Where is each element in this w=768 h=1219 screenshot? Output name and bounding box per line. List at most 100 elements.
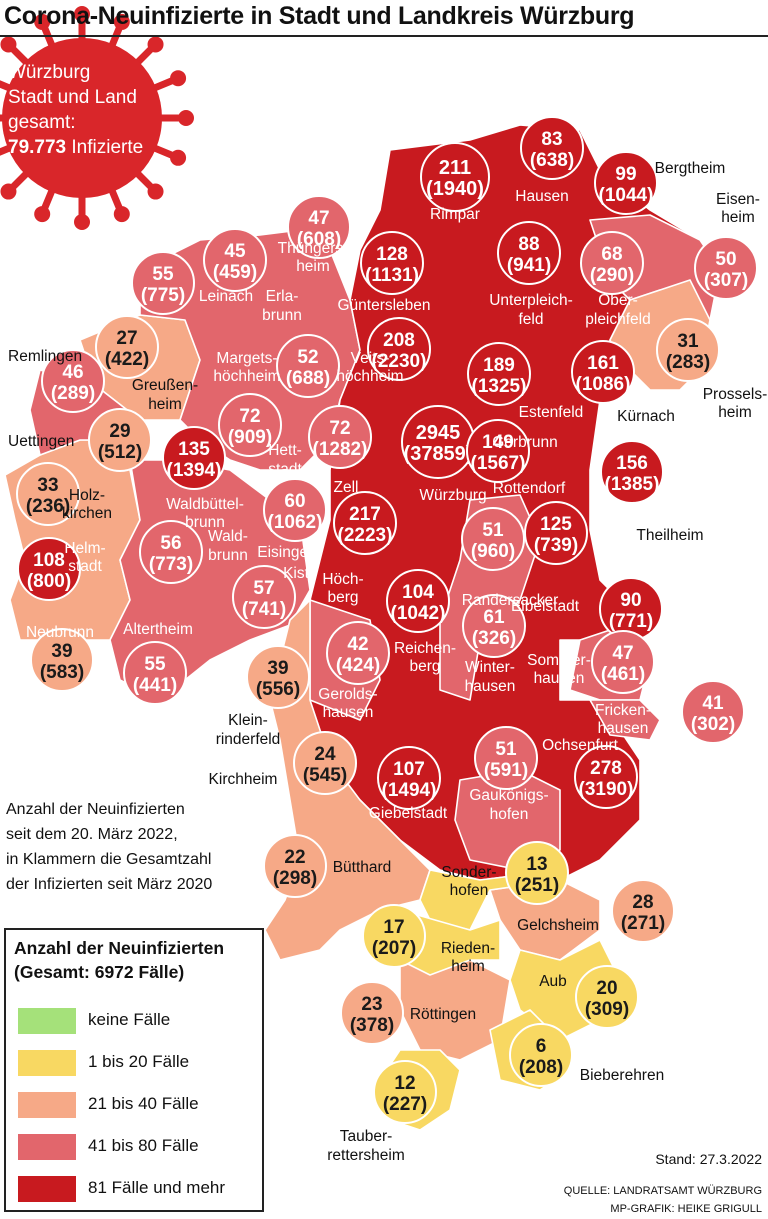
bubble-circle bbox=[246, 645, 310, 709]
place-label: Erla- bbox=[266, 288, 299, 305]
bubble-total-cases: (289) bbox=[51, 383, 95, 404]
bubble-new-cases: 50 bbox=[715, 249, 736, 270]
bubble-total-cases: (1567) bbox=[471, 453, 526, 474]
case-bubble: 161(1086) bbox=[571, 340, 635, 404]
case-bubble: 2945(37859) bbox=[401, 405, 475, 479]
place-label: stadt bbox=[268, 461, 302, 478]
place-label: heim bbox=[296, 258, 330, 275]
bubble-new-cases: 45 bbox=[224, 241, 246, 262]
case-bubble: 6(208) bbox=[509, 1023, 573, 1087]
case-bubble: 156(1385) bbox=[600, 440, 664, 504]
place-label: berg bbox=[409, 658, 440, 675]
bubble-new-cases: 189 bbox=[483, 355, 515, 376]
bubble-circle bbox=[95, 315, 159, 379]
place-label: Waldbüttel- bbox=[166, 496, 244, 513]
legend-item-none: keine Fälle bbox=[18, 1008, 258, 1036]
bubble-circle bbox=[497, 221, 561, 285]
case-bubble: 39(583) bbox=[30, 628, 94, 692]
place-label: Wald- bbox=[208, 528, 248, 545]
bubble-new-cases: 55 bbox=[152, 264, 174, 285]
virus-knob bbox=[34, 13, 51, 30]
virus-knob bbox=[113, 206, 130, 223]
bubble-new-cases: 31 bbox=[677, 331, 699, 352]
legend-label: keine Fälle bbox=[88, 1010, 171, 1029]
place-label: Röttingen bbox=[410, 1006, 476, 1023]
bubble-new-cases: 57 bbox=[253, 578, 274, 599]
bubble-circle bbox=[461, 507, 525, 571]
bubble-circle bbox=[326, 621, 390, 685]
bubble-circle bbox=[656, 318, 720, 382]
case-bubble: 13(251) bbox=[505, 841, 569, 905]
bubble-new-cases: 104 bbox=[402, 582, 434, 603]
place-label: Zell bbox=[334, 479, 359, 496]
credits: QUELLE: LANDRATSAMT WÜRZBURG MP-GRAFIK: … bbox=[564, 1182, 762, 1218]
bubble-new-cases: 39 bbox=[51, 641, 72, 662]
case-bubble: 128(1131) bbox=[360, 231, 424, 295]
case-bubble: 12(227) bbox=[373, 1060, 437, 1124]
bubble-new-cases: 108 bbox=[33, 550, 65, 571]
case-bubble: 72(1282) bbox=[308, 405, 372, 469]
bubble-circle bbox=[681, 680, 745, 744]
bubble-circle bbox=[505, 841, 569, 905]
bubble-total-cases: (512) bbox=[98, 442, 142, 463]
bubble-total-cases: (2230) bbox=[372, 351, 427, 372]
bubble-total-cases: (378) bbox=[350, 1015, 394, 1036]
bubble-total-cases: (1325) bbox=[472, 376, 527, 397]
place-label: Tauber- bbox=[340, 1128, 393, 1145]
bubble-circle bbox=[462, 594, 526, 658]
total-number: 79.773 bbox=[8, 137, 67, 158]
legend-label: 1 bis 20 Fälle bbox=[88, 1052, 190, 1071]
bubble-total-cases: (1282) bbox=[313, 439, 368, 460]
bubble-circle bbox=[377, 746, 441, 810]
legend-title: Anzahl der Neuinfizierten (Gesamt: 6972 … bbox=[14, 936, 224, 984]
bubble-new-cases: 88 bbox=[518, 234, 539, 255]
bubble-circle bbox=[203, 228, 267, 292]
case-bubble: 149(1567) bbox=[466, 419, 530, 483]
case-bubble: 22(298) bbox=[263, 834, 327, 898]
case-bubble: 72(909) bbox=[218, 393, 282, 457]
place-label: Remlingen bbox=[8, 348, 82, 365]
bubble-circle bbox=[41, 349, 105, 413]
virus-body bbox=[2, 38, 162, 198]
bubble-total-cases: (236) bbox=[26, 496, 70, 517]
legend-swatch bbox=[18, 1176, 76, 1202]
bubble-new-cases: 20 bbox=[596, 978, 617, 999]
total-line-2: Stadt und Land bbox=[8, 87, 137, 108]
place-label: Eisingen bbox=[257, 544, 316, 561]
bubble-layer: 211(1940)83(638)99(1044)47(608)45(459)12… bbox=[16, 116, 758, 1124]
bubble-total-cases: (1940) bbox=[426, 178, 484, 200]
bubble-new-cases: 28 bbox=[632, 892, 653, 913]
bubble-new-cases: 55 bbox=[144, 654, 166, 675]
place-label: Thüngers- bbox=[278, 240, 349, 257]
case-bubble: 278(3190) bbox=[574, 745, 638, 809]
place-label: Rimpar bbox=[430, 206, 480, 223]
bubble-new-cases: 60 bbox=[284, 491, 305, 512]
explanation-note: Anzahl der Neuinfizierten seit dem 20. M… bbox=[6, 797, 212, 897]
bubble-total-cases: (251) bbox=[515, 875, 559, 896]
place-label: Winter- bbox=[465, 659, 515, 676]
bubble-circle bbox=[373, 1060, 437, 1124]
bubble-circle bbox=[276, 334, 340, 398]
place-label: Theilheim bbox=[636, 527, 703, 544]
place-label: Fricken- bbox=[595, 702, 651, 719]
bubble-total-cases: (1086) bbox=[576, 374, 631, 395]
case-bubble: 20(309) bbox=[575, 965, 639, 1029]
bubble-total-cases: (739) bbox=[534, 535, 578, 556]
place-label: hofen bbox=[450, 882, 489, 899]
total-suffix: Infizierte bbox=[71, 137, 144, 158]
place-label: brunn bbox=[185, 514, 225, 531]
case-bubble: 17(207) bbox=[362, 904, 426, 968]
source-credit: QUELLE: LANDRATSAMT WÜRZBURG bbox=[563, 1185, 762, 1197]
bubble-circle bbox=[360, 231, 424, 295]
place-label: pleichfeld bbox=[585, 311, 651, 328]
place-label: Leinach bbox=[199, 288, 253, 305]
bubble-circle bbox=[162, 426, 226, 490]
place-label: Klein- bbox=[228, 712, 268, 729]
legend: Anzahl der Neuinfizierten (Gesamt: 6972 … bbox=[4, 928, 264, 1212]
place-label: stadt bbox=[68, 558, 102, 575]
bubble-circle bbox=[16, 462, 80, 526]
bubble-circle bbox=[131, 251, 195, 315]
case-bubble: 46(289) bbox=[41, 349, 105, 413]
note-line-3: in Klammern die Gesamtzahl bbox=[6, 851, 212, 868]
case-bubble: 99(1044) bbox=[594, 151, 658, 215]
